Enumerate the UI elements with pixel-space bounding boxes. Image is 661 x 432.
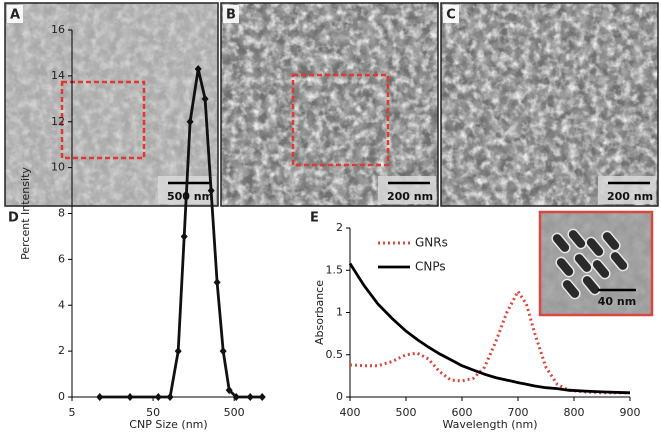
y-tick-label: 2 bbox=[336, 221, 343, 234]
label-bg bbox=[7, 5, 23, 23]
y-tick-label: 16 bbox=[51, 23, 65, 36]
series-line bbox=[99, 68, 263, 399]
inset-rod bbox=[581, 274, 601, 296]
inset-rod bbox=[591, 258, 611, 280]
y-tick-label: 2 bbox=[58, 344, 65, 357]
data-point bbox=[246, 393, 254, 401]
y-tick-label: 0.5 bbox=[326, 348, 344, 361]
scale-bar-label: 200 nm bbox=[387, 190, 433, 203]
label-bg bbox=[443, 5, 459, 23]
x-tick-label: 800 bbox=[564, 406, 585, 419]
data-point bbox=[126, 393, 134, 401]
scale-bg bbox=[598, 176, 656, 204]
x-tick-label: 400 bbox=[340, 406, 361, 419]
inset-rod bbox=[585, 236, 605, 258]
zoom-box bbox=[60, 80, 146, 160]
series-line bbox=[349, 288, 630, 395]
y-tick-label: 1 bbox=[336, 306, 343, 319]
data-point bbox=[174, 347, 182, 356]
y-tick-label: 10 bbox=[51, 161, 65, 174]
series-line bbox=[348, 262, 631, 395]
y-tick-label: 0 bbox=[336, 390, 343, 403]
panel-label: A bbox=[10, 8, 20, 23]
scale-bg bbox=[378, 176, 436, 204]
inset-rod bbox=[609, 250, 629, 272]
micrograph-particles bbox=[221, 3, 438, 206]
y-tick-label: 1.5 bbox=[326, 263, 344, 276]
scale-bar-label: 200 nm bbox=[607, 190, 653, 203]
data-point bbox=[180, 232, 188, 241]
data-point bbox=[194, 64, 202, 73]
zoom-box bbox=[291, 73, 390, 167]
x-axis-title: CNP Size (nm) bbox=[129, 418, 207, 431]
x-tick-label: 600 bbox=[452, 406, 473, 419]
micrograph-frame bbox=[440, 2, 659, 207]
data-point bbox=[225, 386, 233, 395]
micrograph-frame bbox=[220, 2, 439, 207]
inset-frame bbox=[538, 210, 654, 317]
x-tick-label: 500 bbox=[396, 406, 417, 419]
panel-label: B bbox=[226, 8, 236, 23]
x-tick-label: 900 bbox=[620, 406, 641, 419]
y-tick-label: 6 bbox=[58, 252, 65, 265]
data-point bbox=[96, 393, 104, 401]
inset-rod bbox=[551, 232, 571, 254]
x-tick-label: 700 bbox=[508, 406, 529, 419]
y-tick-label: 0 bbox=[58, 390, 65, 403]
data-point bbox=[207, 186, 215, 195]
data-point bbox=[219, 347, 227, 356]
x-axis-title: Wavelength (nm) bbox=[442, 418, 537, 431]
micrograph-frame bbox=[4, 2, 219, 207]
inset-scale-label: 40 nm bbox=[598, 295, 636, 308]
y-axis-title: Absorbance bbox=[313, 280, 326, 345]
x-tick-label: 500 bbox=[224, 406, 245, 419]
micrographs: A 500 nm B 200 nm C 200 nm bbox=[4, 2, 659, 207]
x-tick-label: 50 bbox=[146, 406, 160, 419]
x-tick-label: 5 bbox=[69, 406, 76, 419]
data-point bbox=[258, 393, 266, 401]
legend-label: CNPs bbox=[415, 260, 446, 274]
data-point bbox=[232, 393, 240, 401]
y-tick-label: 12 bbox=[51, 115, 65, 128]
inset-rod bbox=[567, 228, 587, 250]
data-point bbox=[213, 278, 221, 287]
data-point bbox=[154, 393, 162, 401]
data-point bbox=[201, 94, 209, 103]
scale-bar-label: 500 nm bbox=[167, 190, 213, 203]
label-bg bbox=[223, 5, 239, 23]
inset-rod bbox=[573, 252, 593, 274]
y-tick-label: 14 bbox=[51, 69, 65, 82]
data-point bbox=[186, 117, 194, 126]
y-tick-label: 4 bbox=[58, 298, 65, 311]
panel-label: C bbox=[446, 8, 456, 23]
micrograph-particles bbox=[5, 3, 218, 206]
micrograph-particles bbox=[441, 3, 658, 206]
inset-rod bbox=[601, 230, 621, 252]
data-point bbox=[166, 393, 174, 401]
panel-label: D bbox=[8, 211, 19, 226]
legend-label: GNRs bbox=[415, 236, 448, 250]
panel-label: E bbox=[310, 211, 319, 226]
y-tick-label: 8 bbox=[58, 207, 65, 220]
y-axis-title: Percent Intensity bbox=[19, 167, 32, 260]
inset-rod bbox=[561, 278, 581, 300]
inset-rod bbox=[555, 256, 575, 278]
